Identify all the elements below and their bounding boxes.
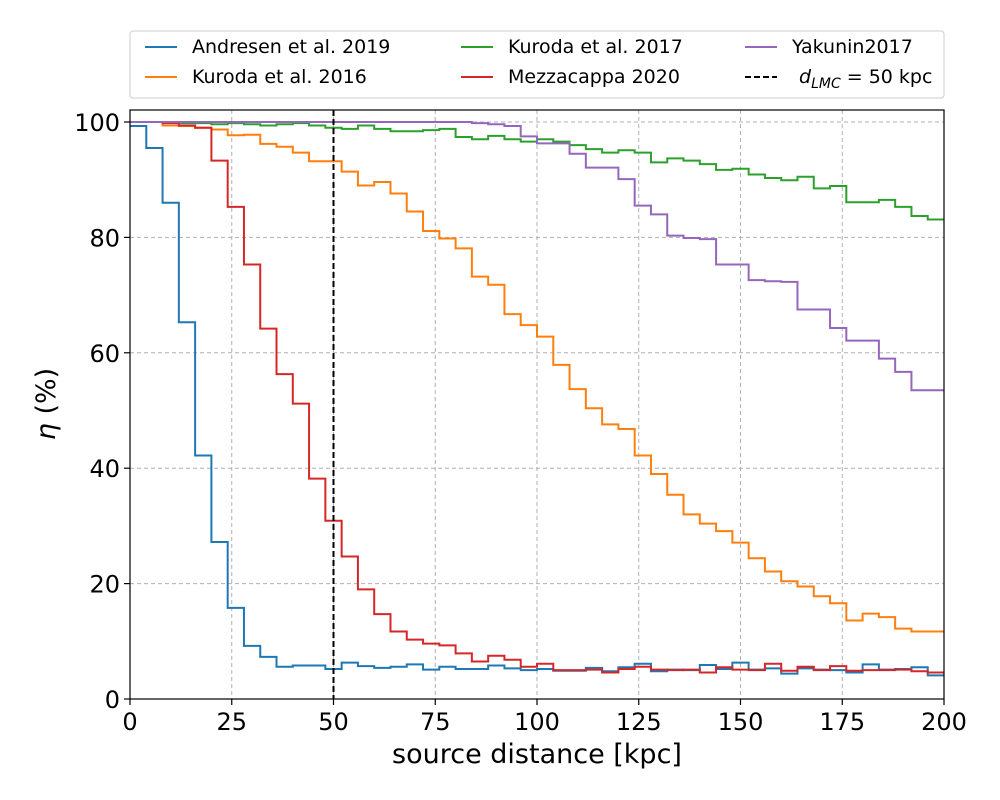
grid: [130, 110, 944, 699]
legend-label-andresen-2019: Andresen et al. 2019: [192, 36, 390, 58]
series-yakunin-2017: [130, 121, 944, 392]
legend-label-yakunin-2017: Yakunin2017: [791, 36, 913, 58]
legend-label-kuroda-2016: Kuroda et al. 2016: [192, 66, 367, 88]
x-axis-label: source distance [kpc]: [392, 739, 682, 770]
y-tick-label: 0: [105, 686, 120, 714]
ticks: 0 25 50 75 100 125 150 175 200 0 20 40 60 80 100: [74, 109, 967, 736]
x-tick-label: 150: [718, 708, 764, 736]
legend-label-kuroda-2017: Kuroda et al. 2017: [508, 36, 683, 58]
x-tick-label: 0: [122, 708, 137, 736]
series-kuroda-2016: [130, 121, 944, 633]
legend: Andresen et al. 2019 Kuroda et al. 2017 …: [129, 30, 945, 99]
y-tick-label: 100: [74, 109, 120, 137]
plot-area: 0 25 50 75 100 125 150 175 200 0 20 40 60 80 100: [74, 109, 967, 736]
x-tick-label: 200: [921, 708, 967, 736]
legend-box: [129, 30, 945, 99]
legend-label-mezzacappa-2020: Mezzacappa 2020: [508, 66, 680, 88]
x-tick-label: 75: [420, 708, 451, 736]
series-kuroda-2017: [130, 121, 944, 221]
x-tick-label: 175: [819, 708, 865, 736]
x-tick-label: 125: [616, 708, 662, 736]
y-tick-label: 80: [89, 224, 120, 252]
legend-label-dlmc: dLMC = 50 kpc: [799, 66, 932, 92]
x-tick-label: 50: [318, 708, 349, 736]
y-tick-label: 20: [89, 571, 120, 599]
series-group: [130, 121, 944, 677]
x-tick-label: 25: [216, 708, 247, 736]
y-tick-label: 60: [89, 340, 120, 368]
x-tick-label: 100: [514, 708, 560, 736]
y-axis-label: η (%): [31, 368, 62, 440]
y-tick-label: 40: [89, 455, 120, 483]
series-mezzacappa-2020: [130, 121, 944, 674]
